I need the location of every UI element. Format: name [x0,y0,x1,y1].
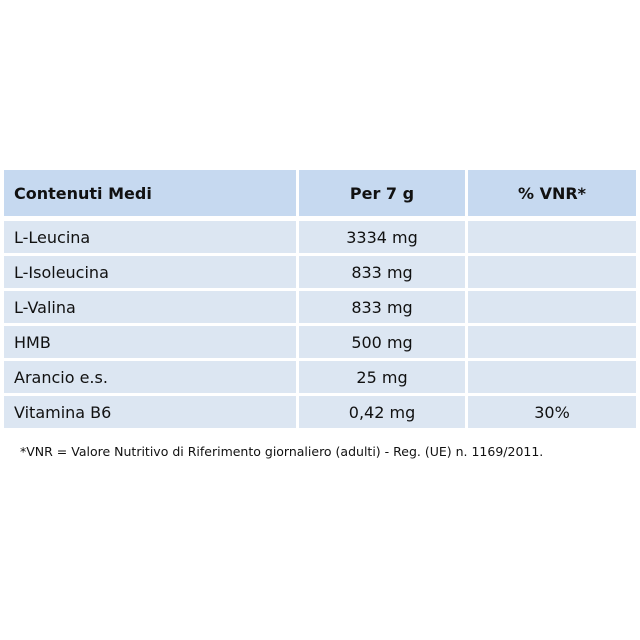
table-cell [468,291,636,323]
table-cell: 833 mg [299,291,465,323]
table-cell: 500 mg [299,326,465,358]
table-cell: Arancio e.s. [4,361,296,393]
table-cell [468,221,636,253]
table-cell [468,326,636,358]
table-cell [468,361,636,393]
table-cell: 3334 mg [299,221,465,253]
table-cell: 25 mg [299,361,465,393]
table-cell: 0,42 mg [299,396,465,428]
table-cell: HMB [4,326,296,358]
table-cell: L-Isoleucina [4,256,296,288]
header-cell: Contenuti Medi [4,170,296,216]
footnote: *VNR = Valore Nutritivo di Riferimento g… [20,444,544,459]
table-cell: 833 mg [299,256,465,288]
header-cell: Per 7 g [299,170,465,216]
table-cell: L-Leucina [4,221,296,253]
table-cell: Vitamina B6 [4,396,296,428]
table-cell [468,256,636,288]
table-cell: L-Valina [4,291,296,323]
header-cell: % VNR* [468,170,636,216]
table-cell: 30% [468,396,636,428]
